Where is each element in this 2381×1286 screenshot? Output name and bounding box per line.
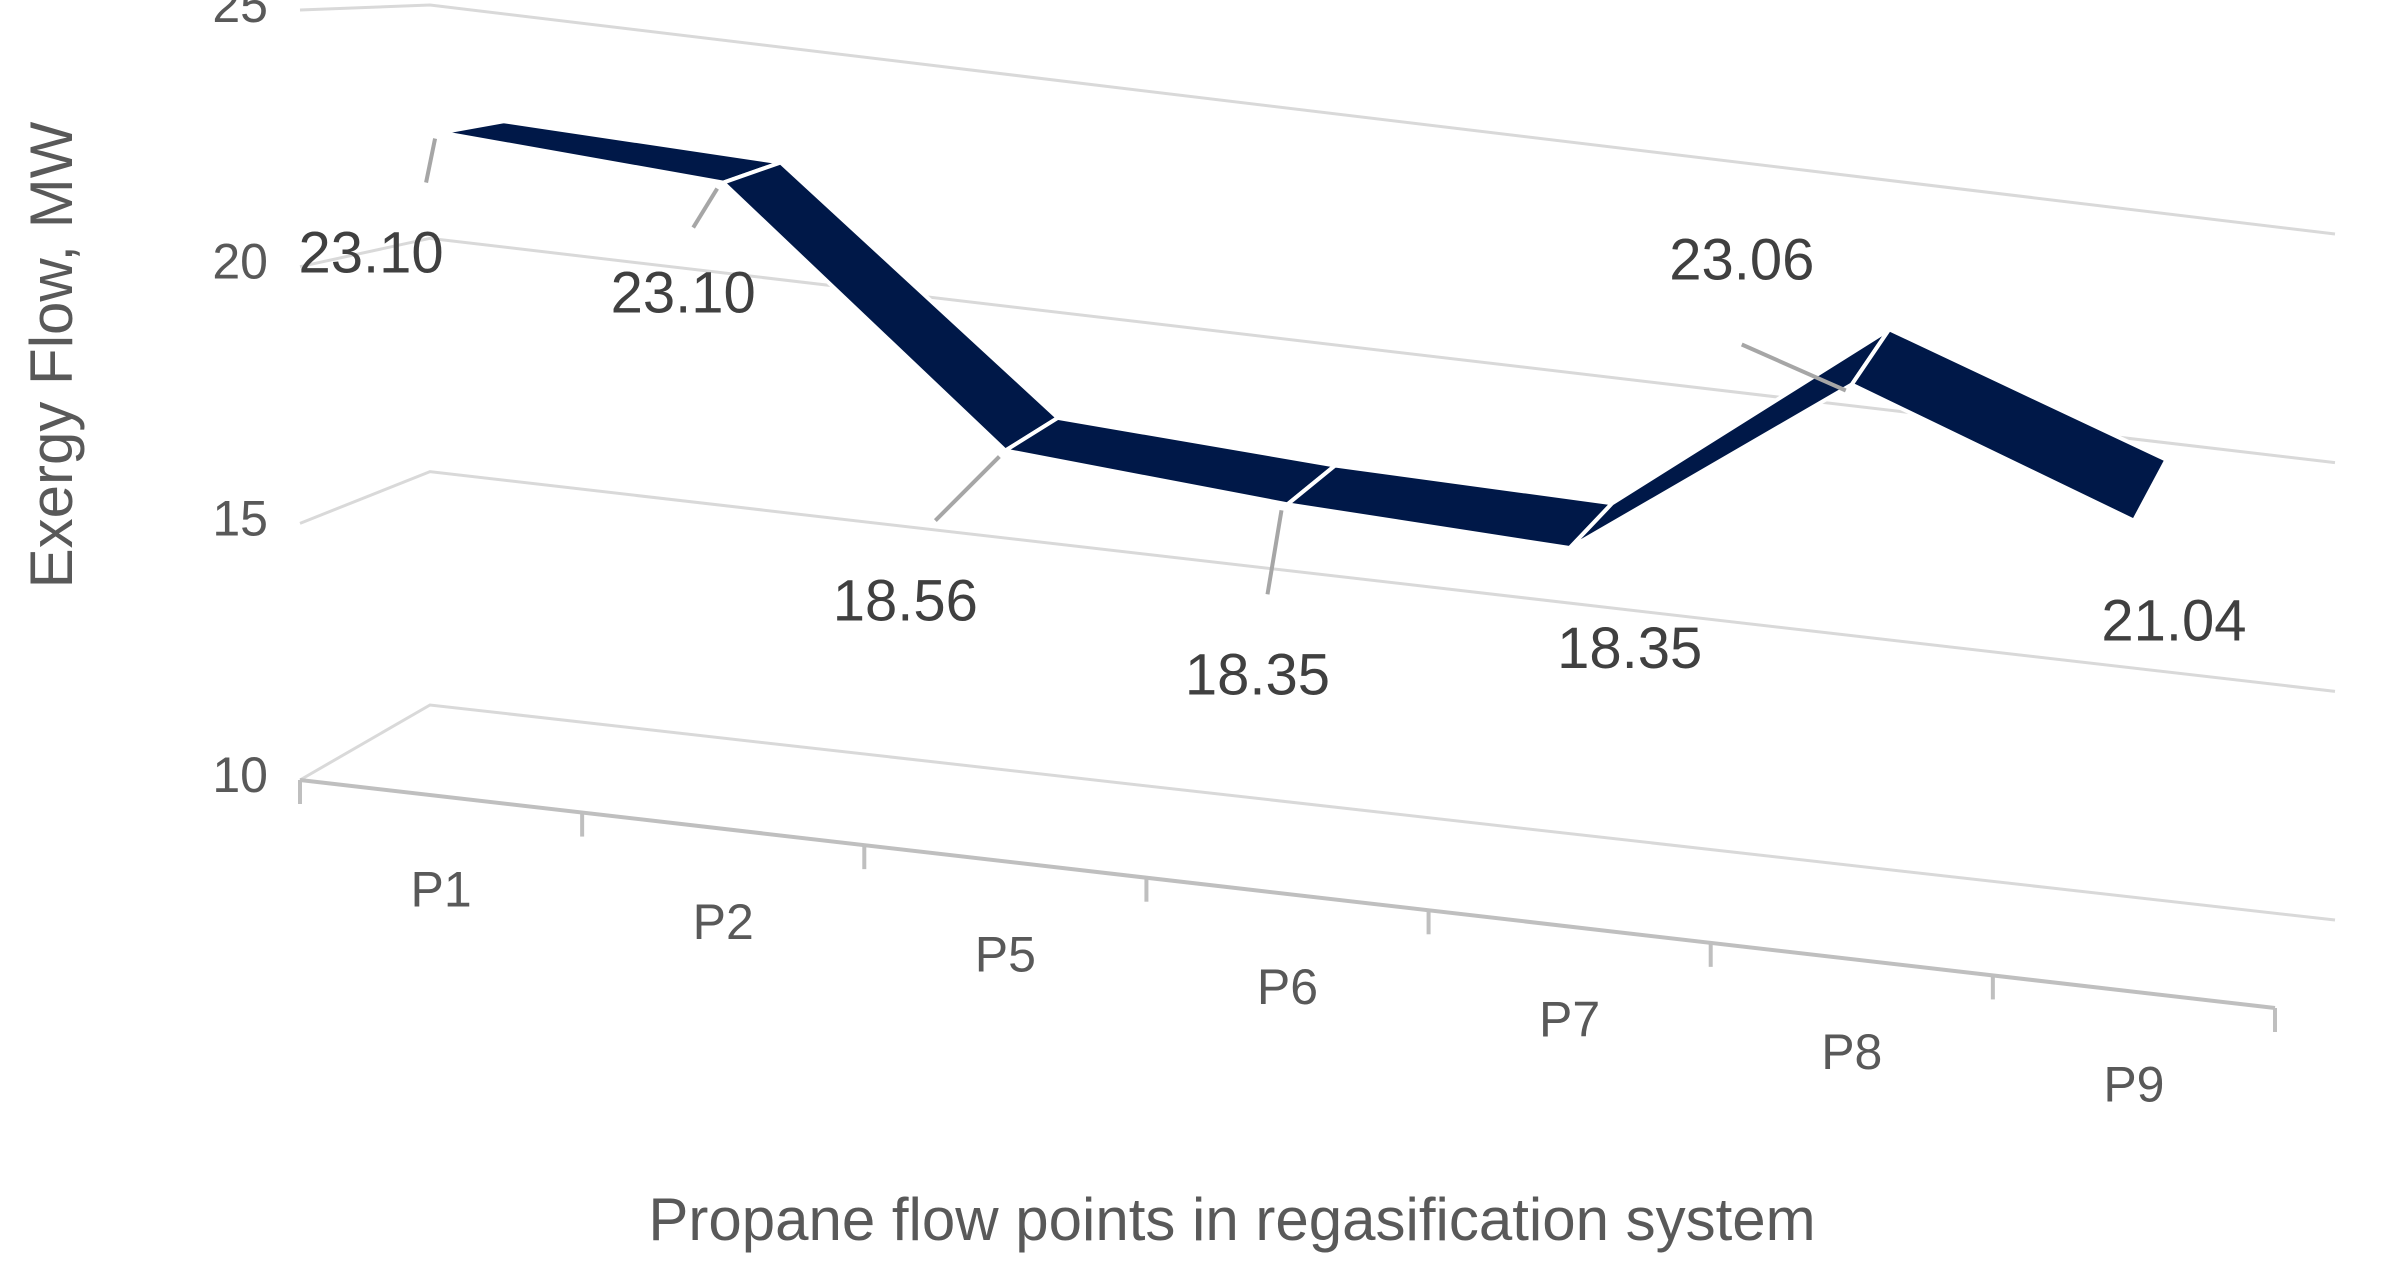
gridline <box>299 236 2336 465</box>
data-label-leaders <box>424 138 1847 595</box>
gridline <box>299 703 2336 922</box>
ribbon-segment <box>439 119 783 185</box>
ribbon-segment <box>1003 415 1337 507</box>
ribbon-segment <box>1849 327 2169 523</box>
data-label: 18.35 <box>1557 616 1702 681</box>
x-axis <box>298 778 2277 1032</box>
x-axis-tick-labels: P1 P2 P5 P6 P7 P8 P9 <box>410 861 2164 1112</box>
series-ribbon <box>439 119 2169 551</box>
x-tick-label: P8 <box>1821 1024 1882 1080</box>
y-tick-label: 25 <box>212 0 268 33</box>
y-tick-label: 20 <box>212 234 268 290</box>
y-tick-label: 10 <box>212 747 268 803</box>
data-label: 23.10 <box>611 261 756 326</box>
leader-line <box>691 187 719 229</box>
leader-line <box>933 455 1001 522</box>
data-labels: 23.10 23.10 18.56 18.35 18.35 23.06 21.04 <box>298 221 2246 708</box>
x-tick-label: P5 <box>975 926 1036 982</box>
y-tick-label: 15 <box>212 490 268 546</box>
data-label: 21.04 <box>2101 589 2246 654</box>
gridlines <box>299 3 2336 922</box>
ribbon-segment <box>1285 463 1615 551</box>
x-tick-label: P7 <box>1539 992 1600 1048</box>
data-label: 18.35 <box>1185 642 1330 707</box>
x-tick-label: P9 <box>2103 1057 2164 1113</box>
data-label: 18.56 <box>833 569 978 634</box>
gridline <box>299 470 2336 693</box>
data-label: 23.10 <box>298 221 443 286</box>
ribbon-segment <box>1567 327 1892 551</box>
x-tick-label: P2 <box>693 894 754 950</box>
y-axis-tick-labels: 10 15 20 25 <box>212 0 268 803</box>
leader-line <box>424 138 438 183</box>
x-axis-line <box>299 778 2276 1010</box>
x-tick-label: P1 <box>410 861 471 917</box>
leader-line <box>1265 510 1284 595</box>
x-axis-title: Propane flow points in regasification sy… <box>648 1186 1815 1253</box>
data-label: 23.06 <box>1669 228 1814 293</box>
x-tick-label: P6 <box>1257 959 1318 1015</box>
y-axis-title: Exergy Flow, MW <box>18 121 85 588</box>
leader-line <box>1740 342 1847 393</box>
gridline <box>299 3 2336 236</box>
